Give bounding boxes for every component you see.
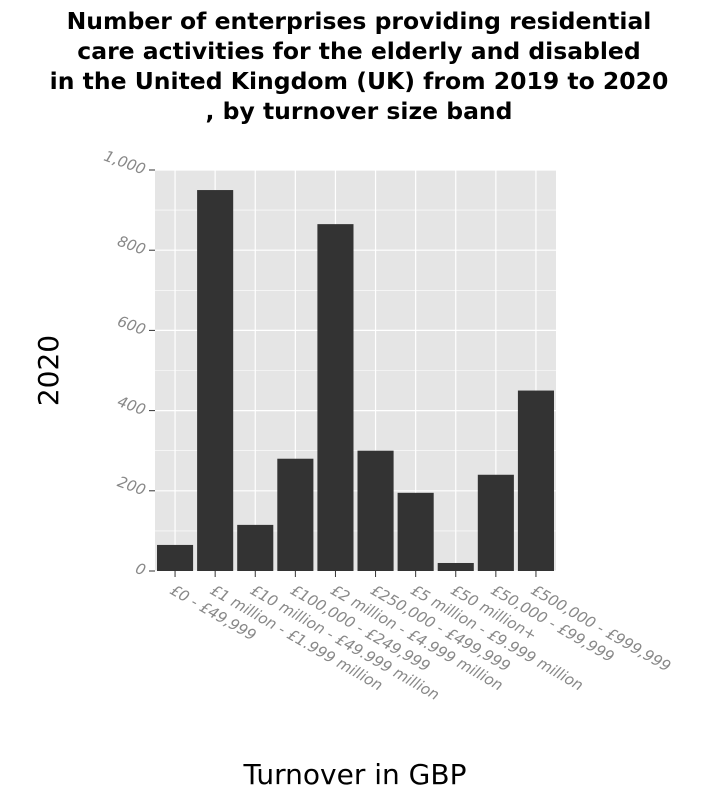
bar: [517, 390, 554, 571]
chart-title-line-2: care activities for the elderly and disa…: [77, 37, 641, 65]
y-axis-title: 2020: [32, 335, 65, 406]
bar: [197, 190, 234, 572]
y-tick-label: 200: [115, 473, 148, 500]
bar: [317, 224, 354, 571]
y-tick-label: 1,000: [102, 147, 149, 179]
x-axis: £0 - £49,999£1 million - £1.999 million£…: [167, 571, 674, 704]
bar: [477, 474, 514, 571]
chart-title-line-1: Number of enterprises providing resident…: [66, 7, 652, 35]
bar: [237, 524, 274, 571]
chart-title-line-4: , by turnover size band: [205, 97, 513, 125]
y-tick-label: 600: [115, 312, 148, 339]
y-axis: 0 200 400 600 800 1,000: [102, 147, 155, 579]
chart-title-line-3: in the United Kingdom (UK) from 2019 to …: [49, 67, 669, 95]
y-tick-label: 400: [115, 392, 148, 419]
bar: [437, 562, 474, 571]
bar: [277, 458, 314, 571]
bar: [357, 450, 394, 571]
chart-title: Number of enterprises providing resident…: [0, 6, 718, 126]
bar: [397, 492, 434, 571]
bar: [157, 544, 194, 571]
y-tick-label: 0: [133, 559, 148, 579]
x-axis-title: Turnover in GBP: [243, 758, 467, 791]
bars: [157, 190, 554, 572]
y-tick-label: 800: [115, 232, 148, 259]
